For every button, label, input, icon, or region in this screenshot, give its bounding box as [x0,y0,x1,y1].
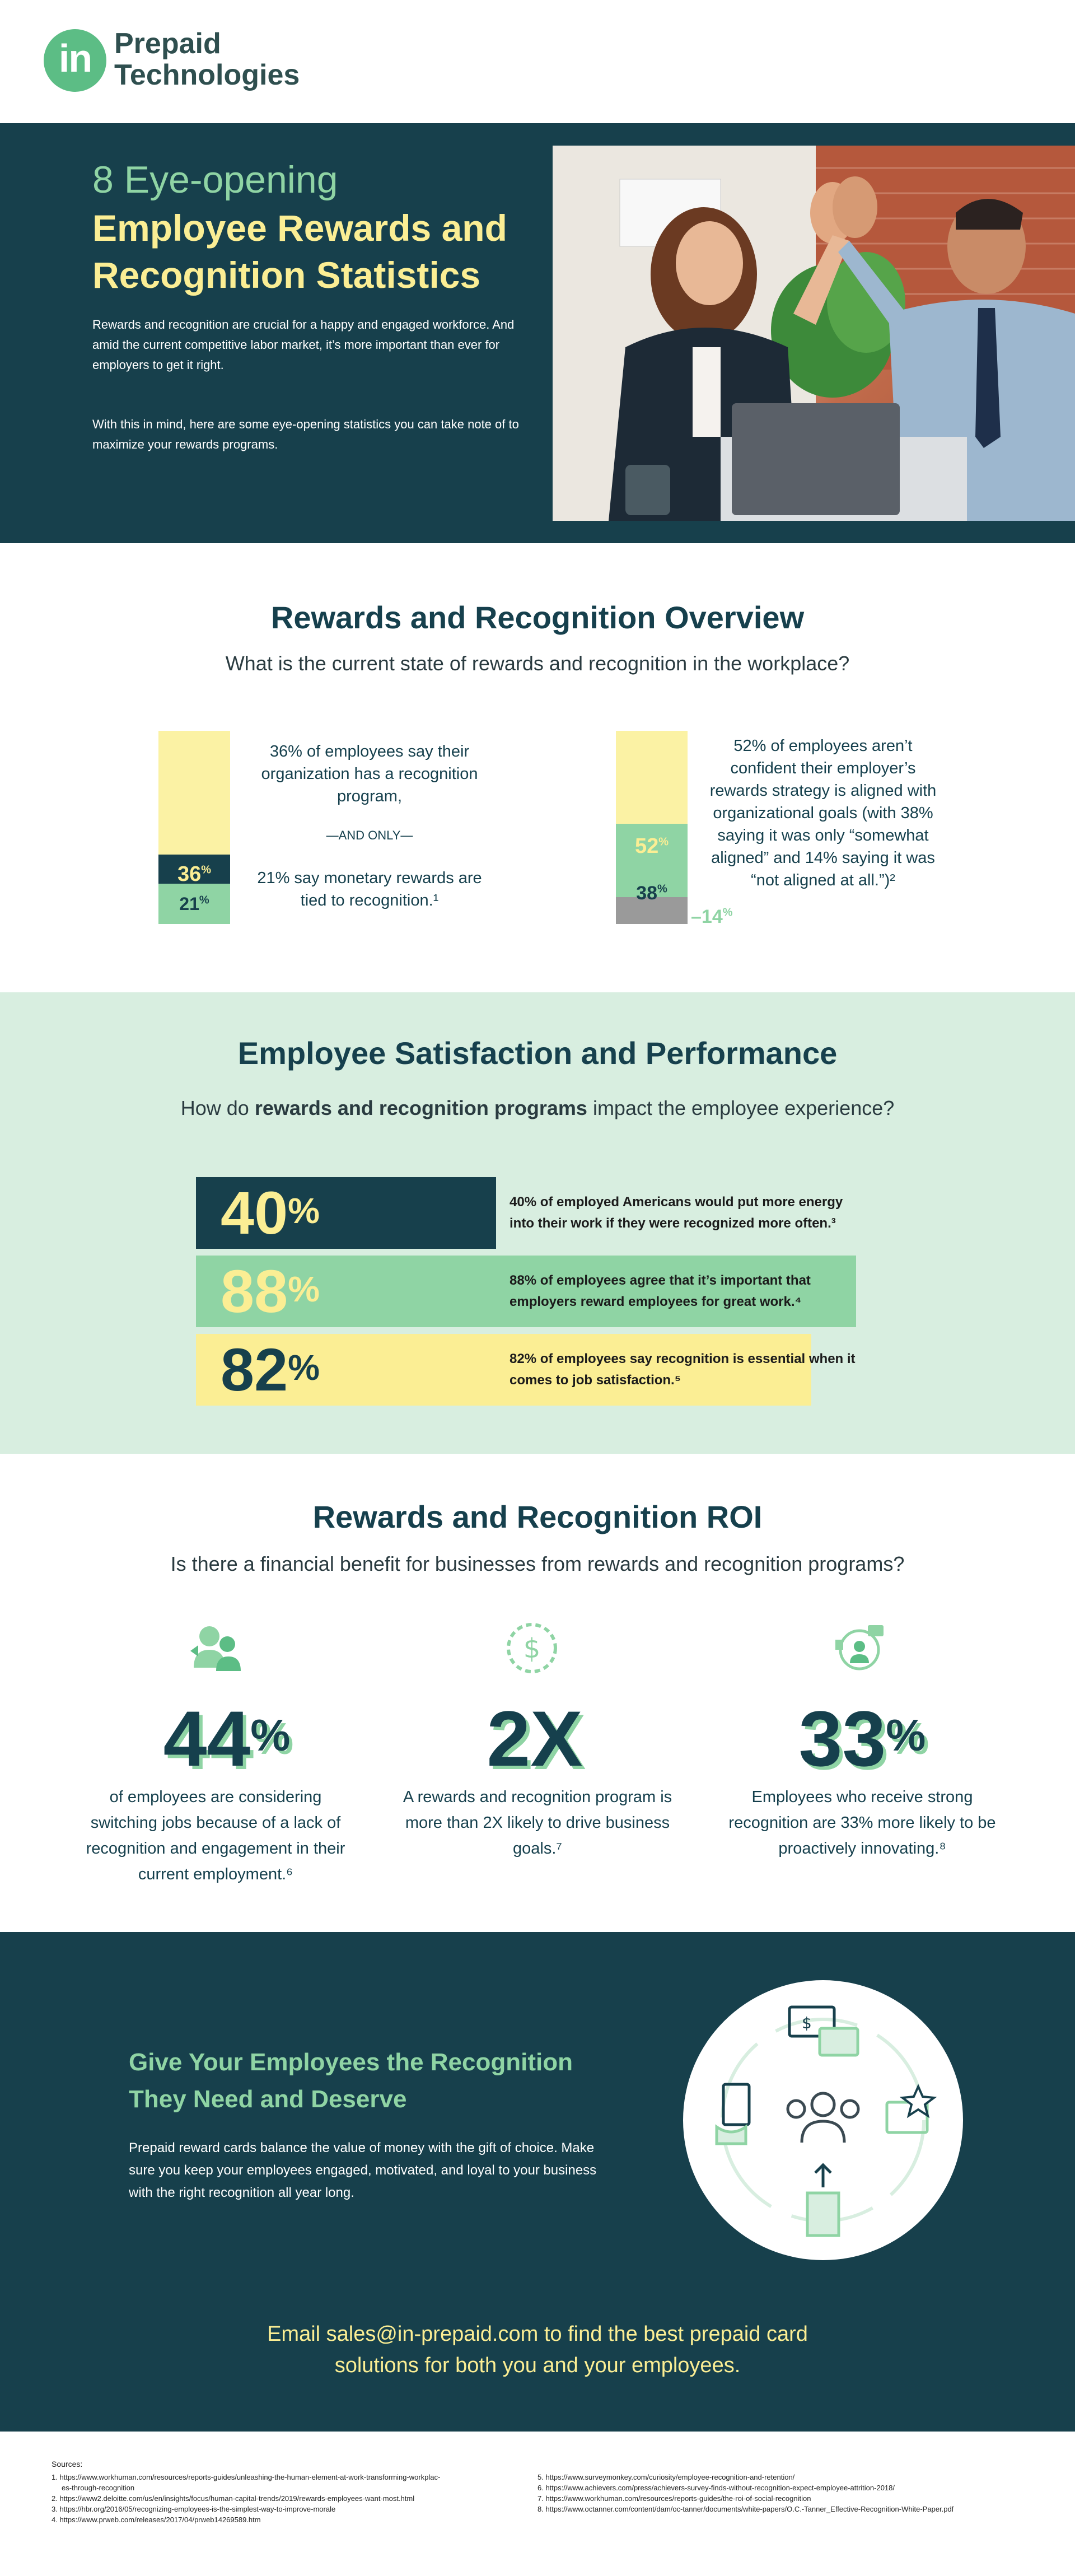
source-item: 1. https://www.workhuman.com/resources/r… [52,2473,441,2481]
source-item: 7. https://www.workhuman.com/resources/r… [538,2494,811,2503]
source-item: 5. https://www.surveymonkey.com/curiosit… [538,2473,795,2481]
satisfaction-text-88: 88% of employees agree that it’s importa… [510,1273,811,1309]
roi-subtitle: Is there a financial benefit for busines… [170,1552,905,1575]
overview-bar-1-segment-36 [158,855,230,884]
source-item: es-through-recognition [52,2484,135,2492]
overview-bar-2-segment-14 [616,897,688,924]
satisfaction-section: Employee Satisfaction and Performance Ho… [0,992,1075,1454]
roi-title: Rewards and Recognition ROI [312,1499,763,1534]
overview-stat-1-text-b: 21% say monetary rewards are tied to rec… [257,869,482,909]
source-item: 6. https://www.achievers.com/press/achie… [538,2484,895,2492]
cta-section: Give Your Employees the Recognition They… [0,1932,1075,2432]
hero-paragraph-2: With this in mind, here are some eye-ope… [92,417,519,451]
logo-line-1: Prepaid [114,27,221,60]
cta-title: Give Your Employees the Recognition They… [129,2044,633,2118]
overview-bar-1-label-a: 36% [177,862,212,886]
overview-title: Rewards and Recognition Overview [270,600,805,635]
satisfaction-subtitle: How do rewards and recognition programs … [180,1096,895,1119]
source-item: 2. https://www2.deloitte.com/us/en/insig… [52,2494,415,2503]
overview-stat-1-divider: —AND ONLY— [326,828,413,842]
overview-bar-2-segment-38 [616,824,688,897]
svg-text:$: $ [802,2014,812,2032]
satisfaction-bar-82 [196,1334,811,1406]
logo-line-2: Technologies [114,59,300,91]
hero-title-line-1: 8 Eye-opening [92,158,338,201]
roi-text-33: Employees who receive strong recognition… [728,1788,996,1858]
site-header: in Prepaid Technologies [0,0,1075,123]
logo-mark: in [44,29,106,92]
cta-email-line-2: solutions for both you and your employee… [334,2354,741,2377]
sources-list-right: 5. https://www.surveymonkey.com/curiosit… [538,2472,1041,2514]
overview-bar-1-segment-21 [158,884,230,924]
innovation-cycle-icon [835,1625,884,1670]
cta-title-line-2: They Need and Deserve [129,2085,407,2113]
source-item: 4. https://www.prweb.com/releases/2017/0… [52,2516,261,2524]
card-star-icon [885,2084,937,2134]
satisfaction-bar-88 [196,1256,856,1327]
overview-stat-1-text-a: 36% of employees say their organization … [261,743,478,805]
roi-value-2x: 2X [487,1695,583,1782]
satisfaction-title: Employee Satisfaction and Performance [237,1035,838,1071]
cash-card-icon: $ [788,2005,859,2057]
source-item: 3. https://hbr.org/2016/05/recognizing-e… [52,2505,336,2513]
satisfaction-bar-40 [196,1177,496,1249]
satisfaction-value-40: 40% [221,1179,320,1247]
roi-value-33: 33% [798,1695,926,1782]
hero-photo-high-five [553,146,1075,521]
overview-subtitle: What is the current state of rewards and… [225,652,850,675]
svg-text:$: $ [524,1633,541,1664]
dollar-coin-icon: $ [507,1623,557,1673]
overview-bar-2-label-c: –14% [691,906,733,927]
hero-title-line-2: Employee Rewards and [92,207,507,249]
roi-text-44: of employees are considering switching j… [86,1788,345,1883]
roi-value-44: 44% [163,1695,291,1782]
people-exchange-icon [190,1626,241,1671]
sources-section: Sources: 1. https://www.workhuman.com/re… [0,2432,1075,2576]
sources-list-left: 1. https://www.workhuman.com/resources/r… [52,2472,522,2525]
hero-title: Employee Rewards and Recognition Statist… [92,204,540,298]
people-group-icon [786,2092,860,2143]
overview-bar-2-label-b: 38% [636,883,667,904]
recognition-cycle-illustration: $ [683,1980,963,2260]
overview-stat-2-text: 52% of employees aren’t confident their … [709,737,937,889]
source-item: 8. https://www.octanner.com/content/dam/… [538,2505,954,2513]
cta-paragraph: Prepaid reward cards balance the value o… [129,2140,597,2200]
overview-bar-2-label-a: 52% [634,834,669,858]
roi-text-2x: A rewards and recognition program is mor… [403,1788,672,1858]
hand-card-icon [715,2083,751,2145]
cta-email-text: Email sales@in-prepaid.com to find the b… [0,2318,1075,2381]
cta-email-line-1: Email sales@in-prepaid.com to find the b… [267,2322,808,2346]
satisfaction-text-40: 40% of employed Americans would put more… [510,1194,843,1231]
sources-title: Sources: [52,2460,83,2468]
logo-wordmark: Prepaid Technologies [114,28,300,91]
hero-paragraph-1: Rewards and recognition are crucial for … [92,318,515,372]
receipt-upload-icon [806,2163,840,2237]
satisfaction-text-82: 82% of employees say recognition is esse… [510,1351,856,1388]
hero-section: 8 Eye-opening Employee Rewards and Recog… [0,123,1075,543]
hero-title-line-3: Recognition Statistics [92,254,481,296]
satisfaction-value-88: 88% [221,1257,320,1325]
satisfaction-value-82: 82% [221,1336,320,1403]
cta-title-line-1: Give Your Employees the Recognition [129,2048,573,2076]
overview-bar-1-label-b: 21% [179,894,209,914]
